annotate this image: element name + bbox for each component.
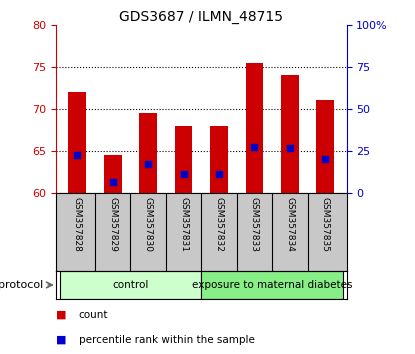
Text: ■: ■	[56, 310, 66, 320]
Text: count: count	[79, 310, 108, 320]
Point	[322, 156, 329, 162]
Text: percentile rank within the sample: percentile rank within the sample	[79, 335, 255, 345]
Point	[286, 145, 293, 151]
Bar	[201, 271, 343, 299]
Title: GDS3687 / ILMN_48715: GDS3687 / ILMN_48715	[119, 10, 283, 24]
Text: GSM357828: GSM357828	[73, 197, 82, 252]
Point	[251, 144, 258, 149]
Point	[145, 161, 151, 166]
Point	[180, 171, 187, 176]
Bar	[210, 126, 228, 193]
Text: GSM357831: GSM357831	[179, 197, 188, 252]
Bar	[60, 271, 201, 299]
Text: GSM357834: GSM357834	[286, 197, 294, 252]
Text: protocol: protocol	[0, 280, 44, 290]
Text: GSM357830: GSM357830	[144, 197, 153, 252]
Bar	[246, 63, 263, 193]
Text: control: control	[112, 280, 149, 290]
Text: GSM357833: GSM357833	[250, 197, 259, 252]
Point	[110, 179, 116, 185]
Point	[74, 152, 81, 158]
Point	[216, 171, 222, 176]
Text: ■: ■	[56, 335, 66, 345]
Bar	[68, 92, 86, 193]
Text: GSM357829: GSM357829	[108, 197, 117, 252]
Text: GSM357832: GSM357832	[215, 197, 224, 252]
Text: exposure to maternal diabetes: exposure to maternal diabetes	[192, 280, 352, 290]
Text: GSM357835: GSM357835	[321, 197, 330, 252]
Bar	[281, 75, 299, 193]
Bar	[316, 101, 334, 193]
Bar	[175, 126, 193, 193]
Bar	[104, 155, 122, 193]
Bar	[139, 113, 157, 193]
